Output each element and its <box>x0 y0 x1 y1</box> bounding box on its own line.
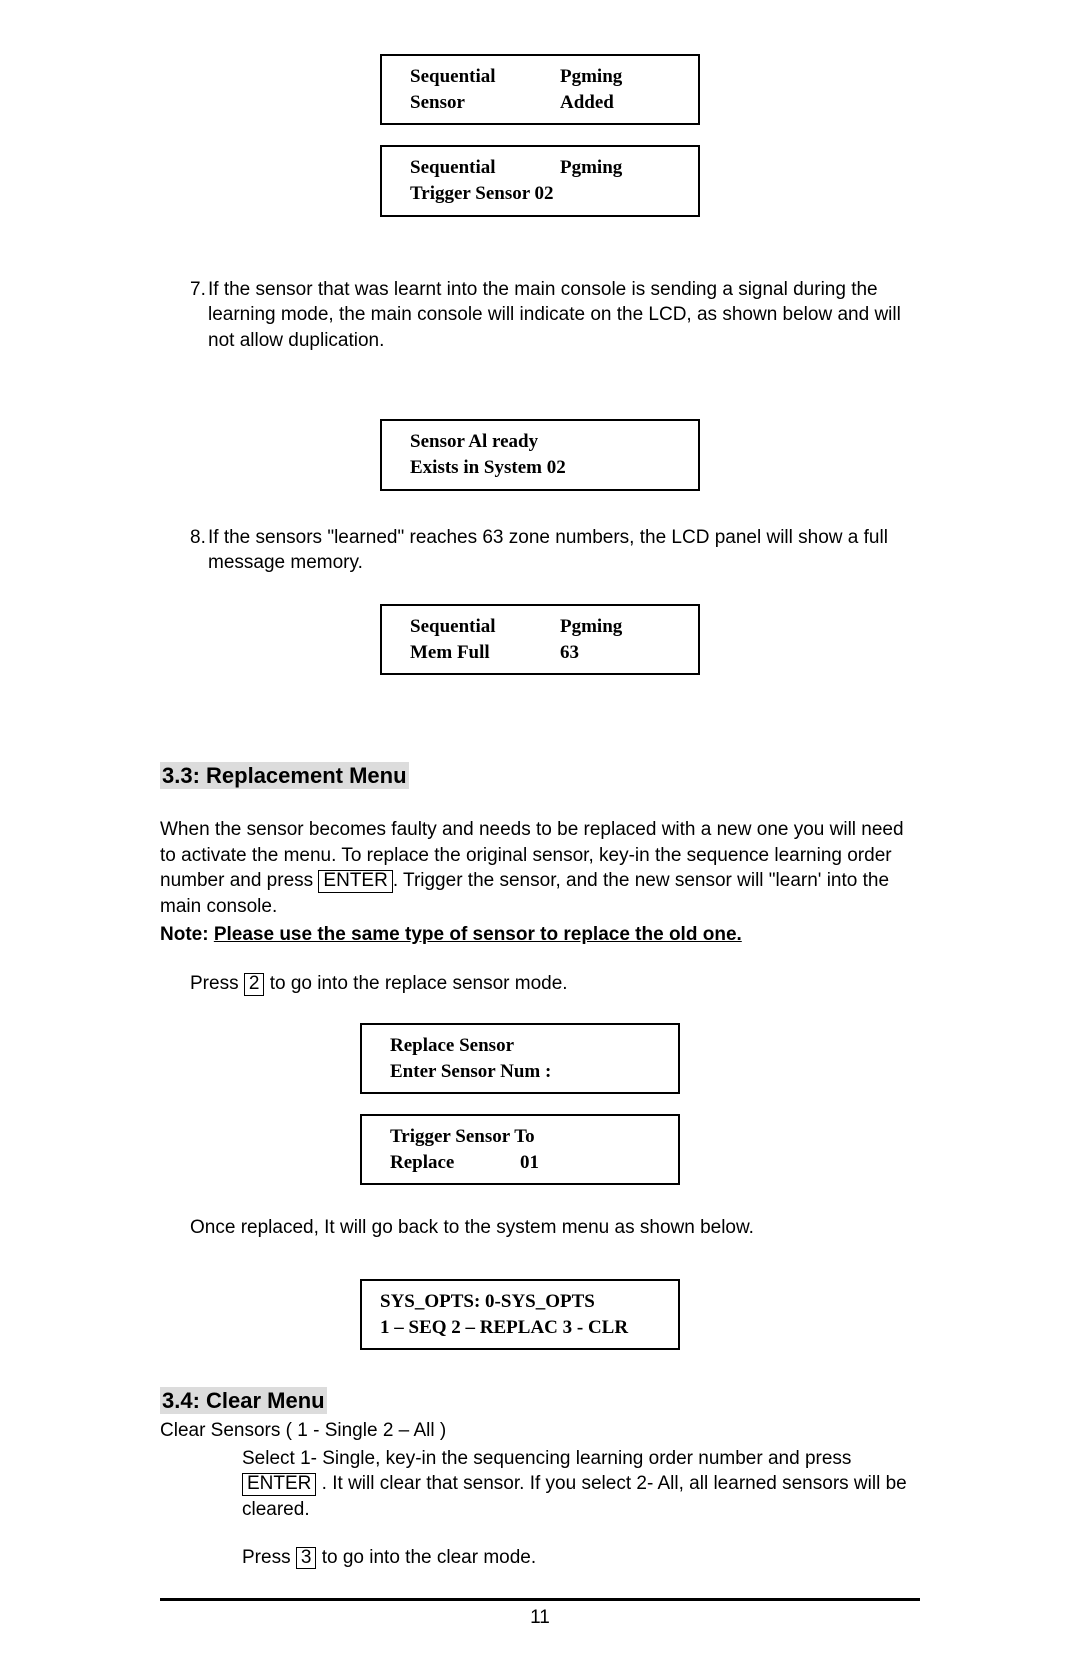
lcd-display-7: SYS_OPTS: 0-SYS_OPTS 1 – SEQ 2 – REPLAC … <box>360 1279 680 1350</box>
section-3-4-heading: 3.4: Clear Menu <box>160 1387 327 1414</box>
lcd-display-1: Sequential Pgming Sensor Added <box>380 54 700 125</box>
lcd-text: 1 – SEQ 2 – REPLAC 3 - CLR <box>380 1315 660 1341</box>
lcd-text: Trigger Sensor 02 <box>410 181 680 207</box>
lcd-text: Mem Full <box>410 640 560 666</box>
press-3-line: Press 3 to go into the clear mode. <box>242 1545 920 1571</box>
lcd-text: Enter Sensor Num : <box>390 1059 660 1085</box>
lcd-display-3: Sensor Al ready Exists in System 02 <box>380 419 700 490</box>
lcd-display-5: Replace Sensor Enter Sensor Num : <box>360 1023 680 1094</box>
lcd-row: Mem Full 63 <box>410 640 680 666</box>
lcd-row: Sensor Added <box>410 90 680 116</box>
lcd-text: SYS_OPTS: 0-SYS_OPTS <box>380 1289 660 1315</box>
lcd-text: Sequential <box>410 64 560 90</box>
lcd-text: Replace <box>390 1150 520 1176</box>
footer-rule <box>160 1598 920 1601</box>
lcd-display-2: Sequential Pgming Trigger Sensor 02 <box>380 145 700 216</box>
list-body: If the sensor that was learnt into the m… <box>208 277 920 354</box>
lcd-text: Sensor Al ready <box>410 429 680 455</box>
text: to go into the replace sensor mode. <box>264 973 567 994</box>
lcd-text: Pgming <box>560 614 622 640</box>
text: to go into the clear mode. <box>316 1547 536 1568</box>
lcd-text: Pgming <box>560 64 622 90</box>
lcd-text: Replace Sensor <box>390 1033 660 1059</box>
lcd-text: Pgming <box>560 155 622 181</box>
press-2-line: Press 2 to go into the replace sensor mo… <box>190 971 920 997</box>
section-3-4-heading-wrap: 3.4: Clear Menu <box>160 1386 920 1416</box>
section-3-4-paragraph: Select 1- Single, key-in the sequencing … <box>242 1446 920 1523</box>
note-label: Note: <box>160 924 214 945</box>
key-3: 3 <box>296 1547 317 1570</box>
text: Select 1- Single, key-in the sequencing … <box>242 1448 851 1469</box>
lcd-display-4: Sequential Pgming Mem Full 63 <box>380 604 700 675</box>
after-replace-line: Once replaced, It will go back to the sy… <box>190 1215 920 1241</box>
list-number: 8. <box>160 525 208 576</box>
section-3-3-heading: 3.3: Replacement Menu <box>160 762 409 789</box>
list-body: If the sensors "learned" reaches 63 zone… <box>208 525 920 576</box>
lcd-text: Sequential <box>410 614 560 640</box>
text: . It will clear that sensor. If you sele… <box>242 1473 907 1520</box>
text: Press <box>242 1547 296 1568</box>
section-3-3-note: Note: Please use the same type of sensor… <box>160 922 920 948</box>
text: Press <box>190 973 244 994</box>
key-2: 2 <box>244 973 265 996</box>
lcd-row: Replace 01 <box>390 1150 660 1176</box>
lcd-text: Added <box>560 90 614 116</box>
lcd-row: Sequential Pgming <box>410 614 680 640</box>
lcd-text: Exists in System 02 <box>410 455 680 481</box>
lcd-row: Sequential Pgming <box>410 155 680 181</box>
lcd-text: 63 <box>560 640 579 666</box>
enter-key: ENTER <box>242 1473 316 1496</box>
section-3-3-paragraph: When the sensor becomes faulty and needs… <box>160 817 920 920</box>
list-item-8: 8. If the sensors "learned" reaches 63 z… <box>160 525 920 576</box>
list-item-7: 7. If the sensor that was learnt into th… <box>160 277 920 354</box>
lcd-text: Trigger Sensor To <box>390 1124 660 1150</box>
list-number: 7. <box>160 277 208 354</box>
lcd-text: 01 <box>520 1150 539 1176</box>
lcd-text: Sensor <box>410 90 560 116</box>
clear-sensors-line: Clear Sensors ( 1 - Single 2 – All ) <box>160 1418 920 1444</box>
page-number: 11 <box>160 1605 920 1631</box>
enter-key: ENTER <box>318 870 392 893</box>
note-body: Please use the same type of sensor to re… <box>214 924 742 945</box>
section-3-3-heading-wrap: 3.3: Replacement Menu <box>160 761 920 791</box>
lcd-text: Sequential <box>410 155 560 181</box>
lcd-row: Sequential Pgming <box>410 64 680 90</box>
lcd-display-6: Trigger Sensor To Replace 01 <box>360 1114 680 1185</box>
